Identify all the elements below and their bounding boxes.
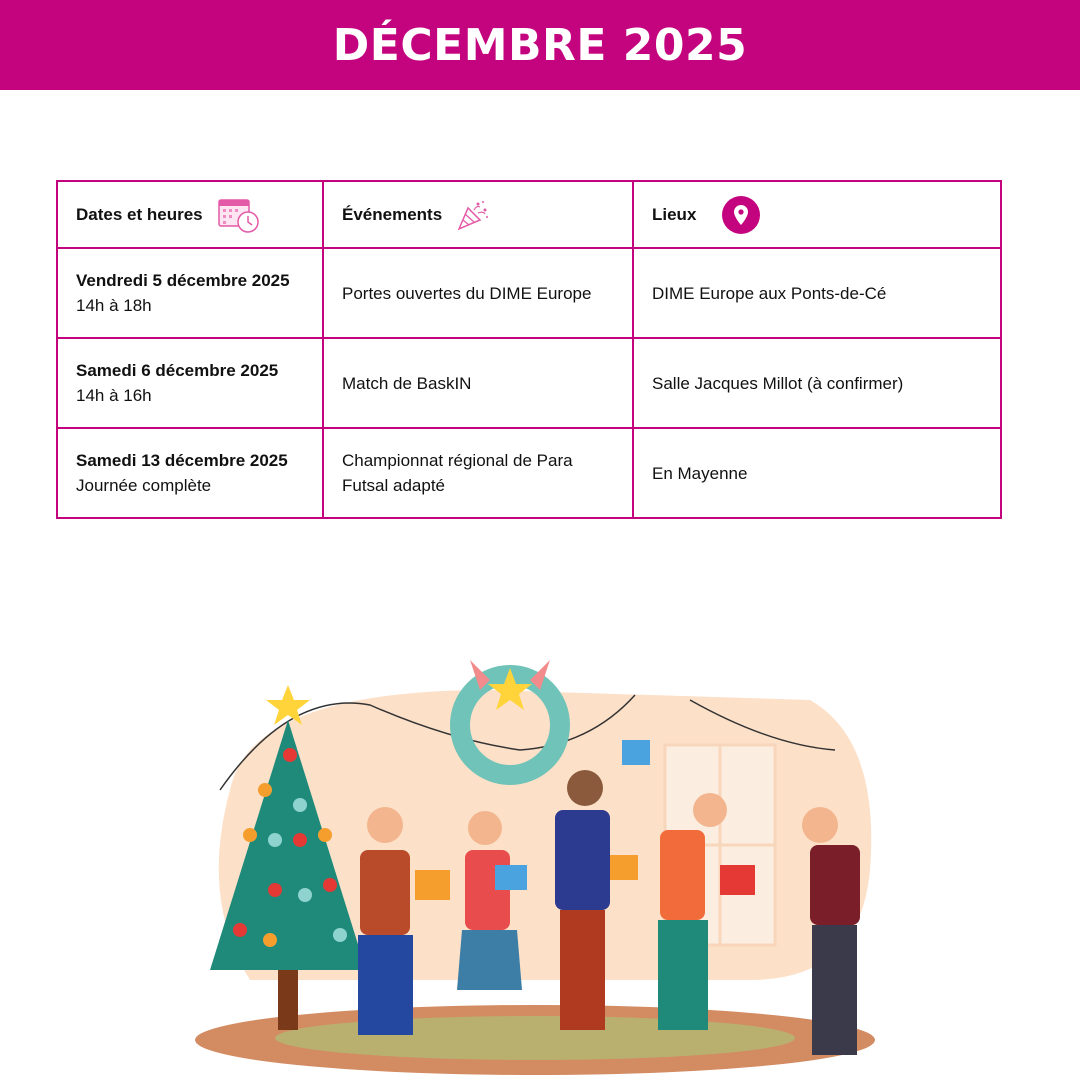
date-cell: Vendredi 5 décembre 2025 14h à 18h bbox=[56, 247, 324, 339]
place-cell: DIME Europe aux Ponts-de-Cé bbox=[632, 247, 1002, 339]
date: Vendredi 5 décembre 2025 bbox=[76, 271, 290, 290]
table-header-row: Dates et heures Événements Lieux bbox=[56, 180, 1002, 249]
place-cell: En Mayenne bbox=[632, 427, 1002, 519]
header-events: Événements bbox=[322, 180, 634, 249]
table-row: Vendredi 5 décembre 2025 14h à 18h Portes… bbox=[56, 247, 1002, 339]
time: Journée complète bbox=[76, 476, 212, 495]
time: 14h à 16h bbox=[76, 386, 152, 405]
place-cell: Salle Jacques Millot (à confirmer) bbox=[632, 337, 1002, 429]
date-cell: Samedi 13 décembre 2025 Journée complète bbox=[56, 427, 324, 519]
date-cell: Samedi 6 décembre 2025 14h à 16h bbox=[56, 337, 324, 429]
table-row: Samedi 6 décembre 2025 14h à 16h Match de… bbox=[56, 337, 1002, 429]
header-dates: Dates et heures bbox=[56, 180, 324, 249]
event-cell: Portes ouvertes du DIME Europe bbox=[322, 247, 634, 339]
header-places: Lieux bbox=[632, 180, 1002, 249]
table-row: Samedi 13 décembre 2025 Journée complète … bbox=[56, 427, 1002, 519]
time: 14h à 18h bbox=[76, 296, 152, 315]
header-label: Lieux bbox=[652, 205, 697, 224]
event-cell: Championnat régional de Para Futsal adap… bbox=[322, 427, 634, 519]
map-pin-icon bbox=[722, 195, 761, 234]
page-title: DÉCEMBRE 2025 bbox=[332, 19, 748, 71]
date: Samedi 13 décembre 2025 bbox=[76, 451, 288, 470]
events-table: Dates et heures Événements Lieux Vendred… bbox=[56, 180, 1002, 519]
calendar-clock-icon bbox=[217, 198, 259, 233]
date: Samedi 6 décembre 2025 bbox=[76, 361, 279, 380]
christmas-party-illustration bbox=[195, 660, 875, 1075]
people bbox=[358, 740, 860, 1055]
header-label: Dates et heures bbox=[76, 205, 203, 224]
header-label: Événements bbox=[342, 205, 443, 224]
event-cell: Match de BaskIN bbox=[322, 337, 634, 429]
party-popper-icon bbox=[457, 200, 489, 230]
header-banner: DÉCEMBRE 2025 bbox=[0, 0, 1080, 90]
